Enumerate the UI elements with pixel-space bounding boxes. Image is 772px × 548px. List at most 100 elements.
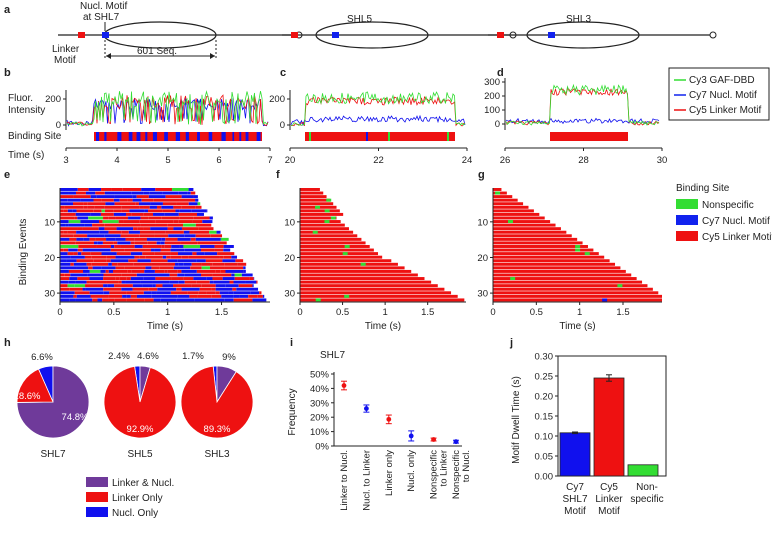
e-event-segment — [93, 241, 98, 245]
g-event-segment — [575, 248, 581, 252]
g-event-row — [493, 237, 578, 241]
e-event-segment — [190, 266, 202, 270]
j-ylabel: Motif Dwell Time (s) — [511, 376, 522, 464]
trace-plot-c: 200 0 20 22 24 — [269, 90, 472, 166]
e-event-segment — [73, 294, 77, 298]
f-event-row — [300, 212, 344, 216]
e-event-segment — [73, 234, 88, 238]
e-event-segment — [119, 198, 128, 202]
d-cy3-trace — [505, 83, 660, 126]
b-site-segment — [145, 132, 148, 141]
e-event-segment — [142, 266, 146, 270]
e-event-segment — [83, 198, 94, 202]
e-xtick: 0 — [57, 307, 62, 318]
e-event-segment — [165, 230, 184, 234]
e-event-segment — [115, 277, 120, 281]
e-event-segment — [193, 230, 210, 234]
e-event-segment — [134, 237, 147, 241]
e-event-segment — [75, 212, 91, 216]
pie-legend: Linker & Nucl. Linker Only Nucl. Only — [86, 477, 174, 519]
e-event-segment — [160, 298, 177, 302]
e-event-segment — [70, 255, 85, 259]
e-event-segment — [69, 287, 83, 291]
e-event-segment — [148, 195, 166, 199]
e-event-segment — [92, 266, 102, 270]
e-event-segment — [114, 191, 132, 195]
e-event-segment — [184, 280, 197, 284]
e-event-segment — [151, 262, 168, 266]
g-event-row — [493, 198, 518, 202]
e-event-segment — [138, 248, 151, 252]
f-event-row — [300, 188, 320, 191]
e-event-segment — [173, 205, 182, 209]
e-event-segment — [181, 255, 189, 259]
e-event-segment — [201, 284, 216, 288]
e-event-segment — [189, 294, 198, 298]
e-event-segment — [252, 298, 267, 302]
e-event-segment — [136, 195, 149, 199]
e-event-segment — [123, 220, 140, 224]
e-event-segment — [69, 277, 78, 281]
c-ytick-0: 0 — [280, 120, 285, 131]
f-xlabel: Time (s) — [365, 321, 401, 332]
e-event-segment — [234, 273, 242, 277]
e-event-segment — [137, 259, 151, 263]
e-event-segment — [96, 245, 111, 248]
e-event-segment — [206, 291, 216, 295]
e-event-segment — [139, 230, 155, 234]
e-event-segment — [177, 252, 193, 256]
e-event-segment — [233, 294, 240, 298]
j-category-label: Cy7 — [566, 482, 584, 493]
e-event-segment — [205, 255, 220, 259]
f-event-row — [300, 294, 458, 298]
e-event-segment — [144, 298, 154, 302]
e-event-segment — [178, 280, 185, 284]
dwell-time-bar-chart: 0.000.050.100.150.200.250.30Cy7SHL7Motif… — [535, 352, 667, 517]
e-event-segment — [195, 198, 199, 202]
g-event-row — [493, 195, 513, 199]
e-event-segment — [78, 245, 97, 248]
e-event-segment — [178, 220, 193, 224]
e-event-segment — [224, 298, 234, 302]
e-xtick: 0.5 — [107, 307, 120, 318]
panel-label-h: h — [4, 337, 11, 349]
f-event-row — [300, 269, 412, 273]
time-label: Time (s) — [8, 150, 44, 161]
e-event-segment — [184, 248, 201, 252]
pie-slice-label: 9% — [222, 352, 236, 363]
e-event-segment — [113, 269, 128, 273]
e-event-segment — [103, 277, 116, 281]
e-event-segment — [97, 241, 103, 245]
e-event-segment — [150, 259, 168, 263]
e-event-segment — [87, 205, 95, 209]
g-event-row — [493, 227, 561, 231]
e-event-segment — [145, 266, 152, 270]
pie-slice-label: 74.8% — [62, 412, 89, 423]
e-event-segment — [131, 191, 144, 195]
e-event-segment — [124, 248, 139, 252]
e-event-segment — [85, 287, 104, 291]
e-event-segment — [108, 230, 122, 234]
e-event-segment — [153, 198, 165, 202]
e-event-segment — [155, 220, 174, 224]
e-ytick: 20 — [44, 253, 55, 264]
g-event-segment — [495, 191, 501, 195]
e-event-segment — [60, 262, 71, 266]
e-event-segment — [204, 252, 218, 256]
e-event-segment — [224, 266, 244, 270]
e-event-segment — [100, 269, 106, 273]
e-event-segment — [91, 255, 107, 259]
f-event-row — [300, 216, 337, 220]
g-event-row — [493, 298, 662, 302]
e-event-segment — [243, 269, 246, 273]
e-event-segment — [161, 205, 174, 209]
e-event-segment — [193, 216, 210, 220]
binding-site-legend: Binding Site Nonspecific Cy7 Nucl. Motif… — [676, 183, 772, 243]
b-site-segment — [239, 132, 242, 141]
linker-motif-label-1: Linker — [52, 44, 80, 55]
nucl-motif-label-2: at SHL7 — [83, 12, 120, 23]
legend-cy7: Cy7 Nucl. Motif — [689, 90, 757, 101]
e-event-segment — [74, 291, 90, 295]
e-event-segment — [213, 280, 230, 284]
e-event-segment — [152, 280, 170, 284]
